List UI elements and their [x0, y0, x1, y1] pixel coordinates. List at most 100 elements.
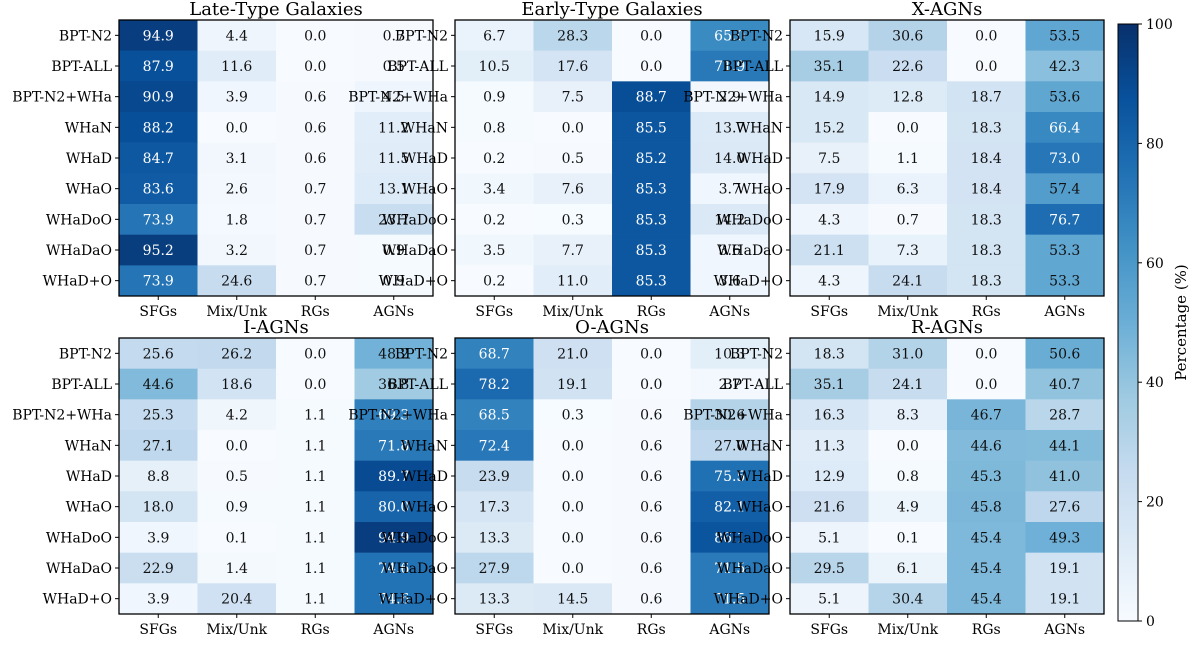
- cell-value-label: 28.7: [1049, 408, 1080, 424]
- cell-value-label: 14.9: [814, 90, 845, 106]
- cell-value-label: 24.6: [221, 274, 252, 290]
- cell-value-label: 85.3: [636, 274, 667, 290]
- heatmap-cell: [690, 552, 770, 584]
- row-label: BPT-N2: [730, 346, 783, 362]
- cell-value-label: 36.8: [378, 377, 409, 393]
- heatmap-cell: [868, 552, 948, 584]
- column-label: Mix/Unk: [542, 622, 603, 638]
- heatmap-cell: [533, 112, 613, 143]
- heatmap-cell: [119, 265, 198, 297]
- heatmap-cell: [354, 583, 434, 615]
- cell-value-label: 85.5: [636, 120, 667, 136]
- row-label: WHaN: [65, 120, 112, 136]
- cell-value-label: 3.9: [147, 530, 169, 546]
- row-label: BPT-N2+WHa: [12, 90, 112, 106]
- cell-value-label: 7.7: [562, 243, 584, 259]
- cell-value-label: 90.9: [143, 90, 174, 106]
- column-label: AGNs: [372, 622, 414, 638]
- cell-value-label: 0.7: [304, 274, 326, 290]
- heatmap-cell: [533, 20, 613, 51]
- cell-value-label: 53.3: [1049, 243, 1080, 259]
- heatmap-cell: [119, 368, 198, 400]
- column-label: SFGs: [810, 622, 848, 638]
- panel-r-agns: 18.3 31.0 0.0 50.6 35.1 24.1 0.0 40.7 16.3 8.3 46.…: [683, 317, 1105, 638]
- heatmap-cell: [612, 338, 691, 369]
- cell-value-label: 72.4: [479, 438, 510, 454]
- panel-title: Late-Type Galaxies: [189, 0, 362, 20]
- cell-value-label: 8.8: [147, 469, 169, 485]
- heatmap-cell: [868, 265, 948, 297]
- heatmap-cell: [276, 583, 355, 615]
- heatmap-cell: [354, 20, 434, 51]
- heatmap-cell: [533, 50, 613, 82]
- heatmap-cell: [455, 430, 534, 461]
- heatmap-cell: [947, 265, 1026, 297]
- cell-value-label: 45.3: [971, 469, 1002, 485]
- row-label: WHaDaO: [382, 561, 448, 577]
- cell-value-label: 41.0: [1049, 469, 1080, 485]
- cell-value-label: 25.3: [143, 408, 174, 424]
- cell-value-label: 4.3: [818, 212, 840, 228]
- cell-value-label: 1.1: [897, 151, 919, 167]
- cell-value-label: 0.0: [226, 438, 248, 454]
- colorbar: 0 20 40 60 80 100 Percentage (%): [1117, 17, 1190, 630]
- heatmap-cell: [947, 338, 1026, 369]
- heatmap-cell: [690, 430, 770, 461]
- heatmap-cell: [197, 430, 277, 461]
- heatmap-cell: [119, 204, 198, 235]
- cell-value-label: 5.1: [818, 530, 840, 546]
- heatmap-cell: [533, 522, 613, 553]
- heatmap-cell: [690, 204, 770, 235]
- cell-value-label: 0.0: [304, 59, 326, 75]
- column-label: Mix/Unk: [877, 304, 938, 320]
- row-label: BPT-N2+WHa: [348, 408, 448, 424]
- cell-value-label: 6.7: [483, 28, 505, 44]
- heatmap-cell: [868, 20, 948, 51]
- heatmap-cell: [1025, 204, 1105, 235]
- cell-value-label: 13.3: [479, 592, 510, 608]
- heatmap-cell: [533, 430, 613, 461]
- cell-value-label: 13.3: [479, 530, 510, 546]
- cell-value-label: 13.1: [378, 182, 409, 198]
- cell-value-label: 0.0: [640, 28, 662, 44]
- cell-value-label: 4.3: [818, 274, 840, 290]
- cell-value-label: 28.3: [557, 28, 588, 44]
- cell-value-label: 0.2: [483, 151, 505, 167]
- row-label: WHaD+O: [43, 274, 112, 290]
- heatmap-cell: [455, 234, 534, 266]
- heatmap-cell: [947, 430, 1026, 461]
- column-label: RGs: [637, 622, 666, 638]
- cell-value-label: 84.7: [143, 151, 174, 167]
- cell-value-label: 0.0: [562, 561, 584, 577]
- heatmap-cell: [276, 430, 355, 461]
- heatmap-cell: [790, 399, 869, 431]
- colorbar-tick-label: 0: [1146, 614, 1155, 630]
- cell-value-label: 95.2: [143, 243, 174, 259]
- cell-value-label: 31.0: [892, 346, 923, 362]
- row-label: BPT-N2+WHa: [12, 408, 112, 424]
- heatmap-cell: [455, 50, 534, 82]
- cell-value-label: 22.6: [892, 59, 923, 75]
- heatmap-cell: [868, 234, 948, 266]
- cell-value-label: 30.6: [714, 408, 745, 424]
- cell-value-label: 0.9: [383, 274, 405, 290]
- cell-value-label: 24.1: [892, 377, 923, 393]
- row-label: WHaO: [737, 182, 783, 198]
- heatmap-cell: [354, 491, 434, 523]
- cell-value-label: 71.9: [714, 59, 745, 75]
- column-label: Mix/Unk: [877, 622, 938, 638]
- cell-value-label: 0.6: [640, 561, 662, 577]
- heatmap-cell: [690, 491, 770, 523]
- cell-value-label: 42.3: [1049, 59, 1080, 75]
- cell-value-label: 17.3: [479, 500, 510, 516]
- heatmap-cell: [197, 265, 277, 297]
- row-label: WHaD+O: [379, 274, 448, 290]
- heatmap-cell: [197, 552, 277, 584]
- heatmap-cell: [119, 173, 198, 205]
- cell-value-label: 0.0: [562, 120, 584, 136]
- heatmap-cell: [455, 81, 534, 113]
- column-label: Mix/Unk: [542, 304, 603, 320]
- cell-value-label: 18.4: [971, 182, 1002, 198]
- row-label: BPT-ALL: [51, 377, 112, 393]
- heatmap-cell: [868, 50, 948, 82]
